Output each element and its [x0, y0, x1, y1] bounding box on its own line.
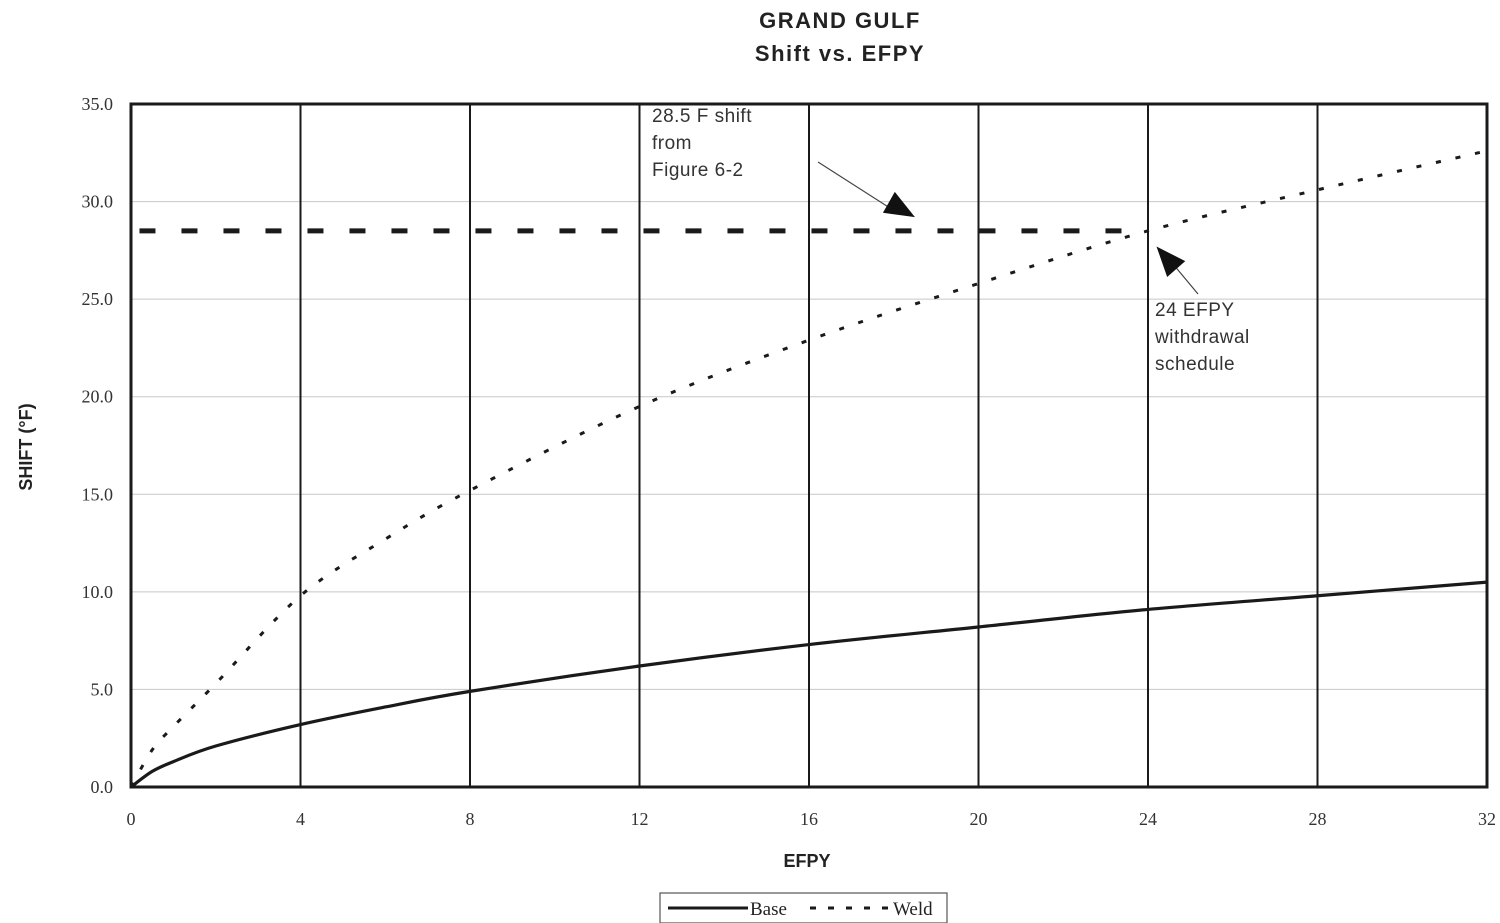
x-axis-label: EFPY	[783, 851, 830, 871]
x-tick-label: 24	[1139, 809, 1157, 829]
x-tick-label: 0	[127, 809, 136, 829]
legend-label-base: Base	[750, 899, 787, 920]
chart-subtitle: Shift vs. EFPY	[755, 41, 925, 66]
y-tick-label: 10.0	[82, 582, 114, 602]
annotation-shift-line-3: Figure 6-2	[652, 160, 744, 181]
x-tick-label: 16	[800, 809, 818, 829]
y-tick-label: 30.0	[82, 192, 114, 212]
y-tick-label: 15.0	[82, 484, 114, 504]
annotation-shift-line-1: 28.5 F shift	[652, 106, 752, 127]
legend-label-weld: Weld	[893, 899, 933, 920]
annotation-efpy-line-1: 24 EFPY	[1155, 300, 1234, 321]
x-tick-label: 20	[970, 809, 988, 829]
y-tick-label: 5.0	[91, 679, 114, 699]
grid	[131, 104, 1487, 787]
x-tick-label: 12	[631, 809, 649, 829]
annotations: 28.5 F shift from Figure 6-2 24 EFPY wit…	[652, 106, 1256, 375]
annotation-efpy-line-2: withdrawal	[1154, 327, 1250, 348]
legend: Base Weld	[659, 892, 948, 923]
annotation-efpy: 24 EFPY withdrawal schedule	[1154, 300, 1256, 375]
x-tick-label: 28	[1309, 809, 1327, 829]
series-base-line	[130, 580, 1488, 789]
annotation-shift: 28.5 F shift from Figure 6-2	[652, 106, 758, 181]
y-tick-label: 25.0	[82, 289, 114, 309]
y-tick-label: 35.0	[82, 94, 114, 114]
x-axis-ticks: 0 4 8 12 16 20 24 28 32	[127, 809, 1497, 829]
annotation-shift-line-2: from	[652, 133, 692, 154]
annotation-efpy-arrowhead	[1156, 246, 1186, 277]
y-tick-label: 20.0	[82, 387, 114, 407]
x-tick-label: 8	[466, 809, 475, 829]
chart-title: GRAND GULF	[759, 8, 921, 33]
plot-area-frame	[129, 102, 1489, 789]
y-axis-label: SHIFT (°F)	[16, 403, 36, 490]
series-layer	[129, 149, 1488, 789]
x-tick-label: 32	[1478, 809, 1496, 829]
annotation-shift-leader-line	[817, 161, 894, 211]
y-tick-label: 0.0	[91, 777, 114, 797]
x-tick-label: 4	[296, 809, 305, 829]
annotation-efpy-line-3: schedule	[1155, 354, 1235, 375]
y-axis-ticks: 0.0 5.0 10.0 15.0 20.0 25.0 30.0 35.0	[82, 94, 114, 797]
annotation-shift-arrowhead	[882, 191, 915, 218]
